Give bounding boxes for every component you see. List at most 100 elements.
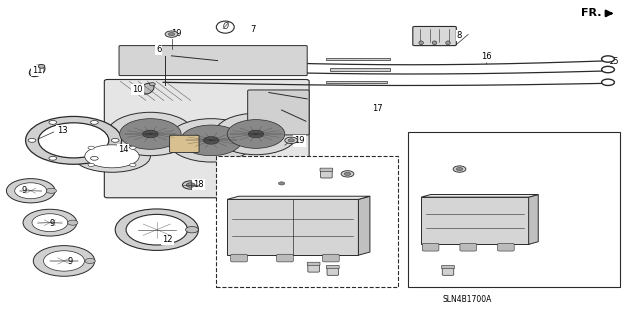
Circle shape: [68, 220, 78, 225]
Text: 3: 3: [462, 266, 467, 275]
FancyBboxPatch shape: [231, 254, 248, 262]
Text: 12: 12: [163, 235, 173, 244]
Ellipse shape: [150, 83, 155, 86]
Text: 7: 7: [250, 25, 255, 34]
Circle shape: [38, 123, 109, 158]
FancyBboxPatch shape: [422, 243, 439, 251]
Bar: [326, 81, 387, 83]
FancyBboxPatch shape: [327, 267, 339, 275]
Text: 4: 4: [479, 168, 484, 177]
Circle shape: [33, 246, 95, 276]
Circle shape: [344, 172, 351, 175]
Circle shape: [85, 258, 95, 263]
Circle shape: [88, 146, 94, 149]
Circle shape: [88, 163, 94, 167]
Circle shape: [182, 181, 199, 189]
Text: 3: 3: [351, 267, 356, 276]
Circle shape: [46, 188, 56, 193]
Circle shape: [186, 183, 195, 187]
FancyBboxPatch shape: [308, 264, 319, 272]
Circle shape: [214, 113, 298, 155]
Circle shape: [456, 167, 463, 171]
Text: 19: 19: [287, 180, 297, 189]
Text: 2: 2: [612, 205, 617, 214]
Circle shape: [285, 137, 298, 144]
FancyBboxPatch shape: [460, 243, 477, 251]
Circle shape: [126, 214, 188, 245]
Circle shape: [91, 156, 99, 160]
Text: 5: 5: [337, 165, 342, 174]
Circle shape: [107, 112, 194, 156]
Circle shape: [186, 226, 198, 233]
Text: 16: 16: [481, 52, 492, 61]
Circle shape: [602, 79, 614, 85]
Circle shape: [130, 163, 136, 167]
Ellipse shape: [419, 41, 424, 45]
FancyBboxPatch shape: [442, 265, 454, 269]
FancyBboxPatch shape: [326, 265, 339, 269]
Text: FR.: FR.: [581, 8, 602, 19]
Text: 18: 18: [193, 180, 204, 189]
FancyBboxPatch shape: [119, 46, 307, 76]
FancyBboxPatch shape: [227, 199, 358, 255]
Circle shape: [49, 121, 56, 124]
Ellipse shape: [216, 21, 234, 33]
Text: 8: 8: [457, 31, 462, 40]
Circle shape: [115, 209, 198, 250]
Text: 4: 4: [361, 171, 366, 180]
Text: 19: 19: [294, 137, 305, 145]
Text: 9: 9: [50, 219, 55, 228]
Circle shape: [227, 120, 285, 148]
Circle shape: [278, 182, 285, 185]
FancyBboxPatch shape: [421, 197, 529, 244]
FancyBboxPatch shape: [320, 168, 333, 171]
Circle shape: [28, 138, 36, 142]
Text: SLN4B1700A: SLN4B1700A: [442, 295, 492, 304]
Bar: [330, 68, 390, 70]
Ellipse shape: [445, 41, 451, 45]
Ellipse shape: [38, 64, 45, 68]
Polygon shape: [421, 195, 538, 197]
Text: 15: 15: [608, 57, 618, 66]
Text: 10: 10: [132, 85, 143, 94]
Circle shape: [248, 130, 264, 138]
Text: 11: 11: [32, 66, 42, 75]
Circle shape: [143, 130, 158, 138]
Circle shape: [26, 116, 122, 164]
Ellipse shape: [433, 41, 437, 45]
Text: 9: 9: [68, 257, 73, 266]
Circle shape: [6, 179, 55, 203]
Ellipse shape: [84, 145, 140, 168]
Text: 19: 19: [171, 29, 181, 38]
Circle shape: [91, 121, 99, 124]
FancyBboxPatch shape: [323, 254, 339, 262]
Circle shape: [602, 56, 614, 62]
Circle shape: [168, 33, 175, 36]
Circle shape: [275, 180, 288, 187]
Circle shape: [453, 166, 466, 172]
FancyBboxPatch shape: [442, 267, 454, 275]
Polygon shape: [358, 196, 370, 255]
FancyBboxPatch shape: [248, 90, 309, 135]
Circle shape: [23, 209, 77, 236]
Circle shape: [180, 125, 242, 156]
Circle shape: [168, 119, 255, 162]
Circle shape: [130, 146, 136, 149]
FancyBboxPatch shape: [276, 254, 293, 262]
FancyBboxPatch shape: [321, 170, 332, 178]
Text: 6: 6: [156, 45, 161, 54]
FancyBboxPatch shape: [307, 262, 320, 265]
Circle shape: [44, 251, 84, 271]
Polygon shape: [529, 195, 538, 244]
Circle shape: [111, 138, 119, 142]
Ellipse shape: [74, 140, 150, 172]
Polygon shape: [227, 196, 370, 199]
Circle shape: [602, 66, 614, 73]
Ellipse shape: [29, 65, 45, 77]
Text: 17: 17: [372, 104, 383, 113]
Circle shape: [32, 214, 68, 232]
FancyBboxPatch shape: [497, 243, 514, 251]
Ellipse shape: [140, 83, 154, 94]
Circle shape: [49, 156, 57, 160]
Text: 13: 13: [58, 126, 68, 135]
